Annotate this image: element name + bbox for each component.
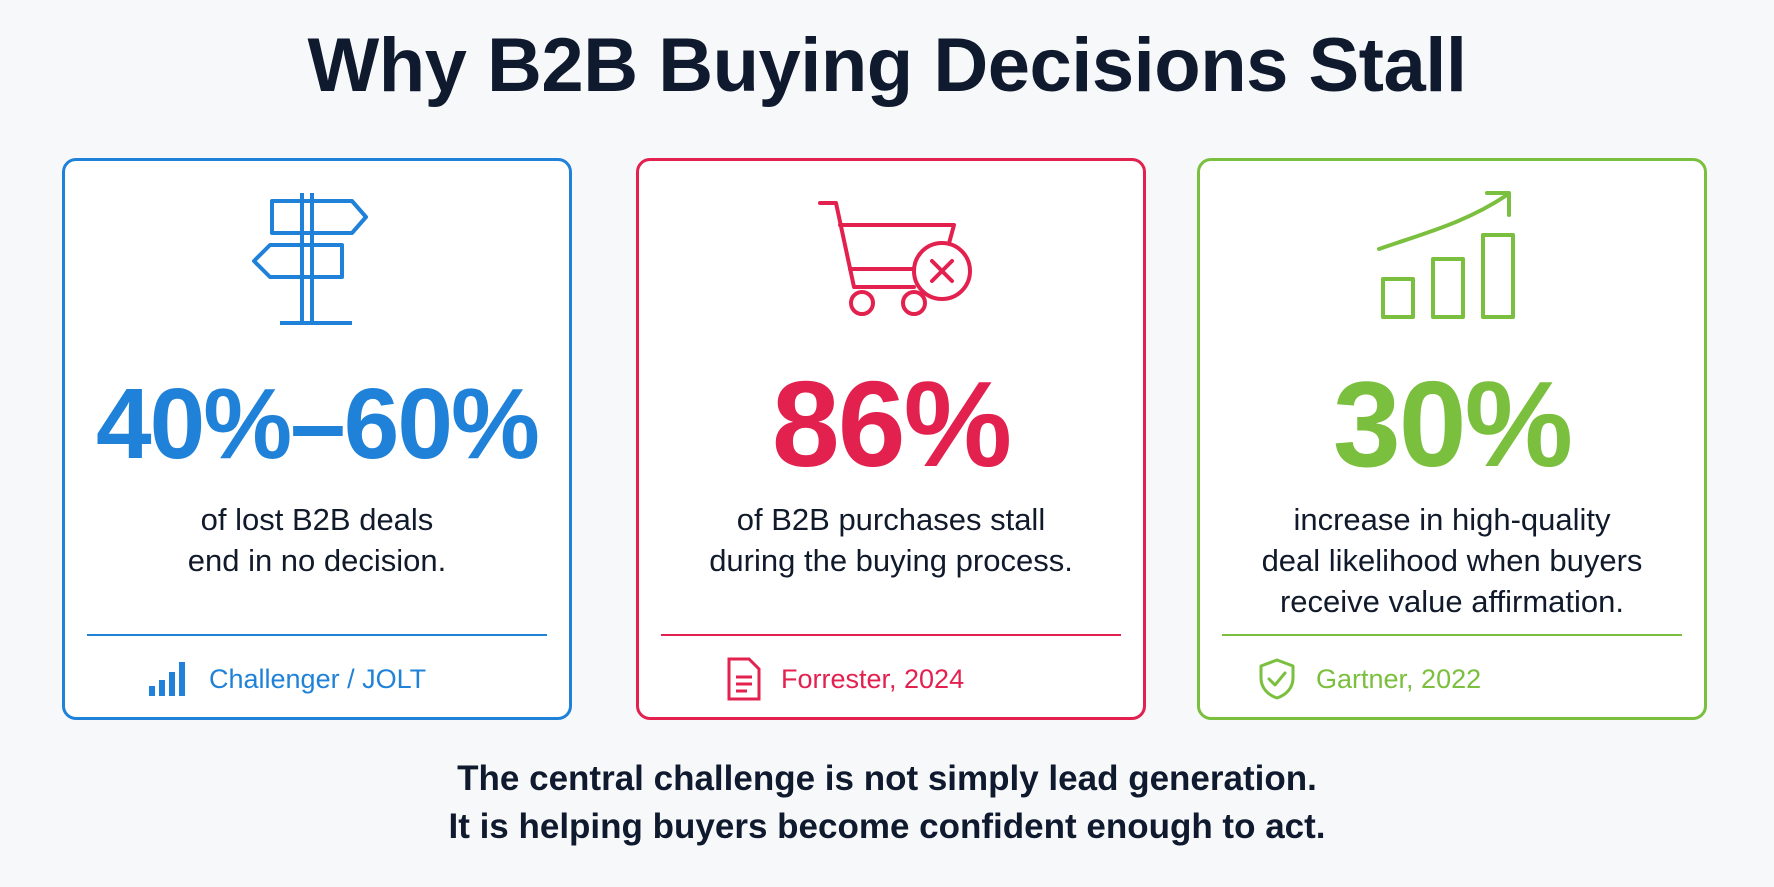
description-line: receive value affirmation.	[1279, 584, 1625, 619]
separator	[661, 634, 1121, 636]
stat-description: increase in high-quality deal likelihood…	[1200, 499, 1704, 622]
title: Why B2B Buying Decisions Stall	[307, 23, 1468, 108]
signpost-icon	[252, 193, 368, 325]
stat-card: 40%–60% of lost B2B deals end in no deci…	[62, 158, 572, 720]
stat-value: 86%	[771, 356, 1012, 492]
source: Challenger / JOLT	[149, 661, 426, 697]
source-text: Challenger / JOLT	[209, 663, 427, 694]
source: Gartner, 2022	[1258, 658, 1482, 700]
source-text: Gartner, 2022	[1316, 663, 1482, 694]
description-line: end in no decision.	[187, 543, 447, 578]
source: Forrester, 2024	[727, 657, 965, 701]
separator	[87, 634, 547, 636]
source-text: Forrester, 2024	[781, 663, 965, 694]
description-line: during the buying process.	[709, 543, 1073, 578]
footer-line: The central challenge is not simply lead…	[457, 759, 1317, 798]
bars-icon	[149, 662, 185, 696]
description-line: increase in high-quality	[1293, 502, 1611, 537]
document-icon	[727, 657, 761, 701]
cart-icon	[818, 201, 972, 316]
description-line: deal likelihood when buyers	[1261, 543, 1643, 578]
footer-line: It is helping buyers become confident en…	[448, 807, 1326, 846]
footer: The central challenge is not simply lead…	[0, 755, 1774, 851]
description-line: of lost B2B deals	[200, 502, 434, 537]
stat-card: 86% of B2B purchases stall during the bu…	[636, 158, 1146, 720]
stat-card: 30% increase in high-quality deal likeli…	[1197, 158, 1707, 720]
stat-description: of lost B2B deals end in no decision.	[65, 499, 569, 581]
stat-value: 40%–60%	[96, 368, 540, 480]
growth-icon	[1377, 191, 1515, 319]
separator	[1222, 634, 1682, 636]
stat-value: 30%	[1332, 356, 1573, 492]
description-line: of B2B purchases stall	[736, 502, 1046, 537]
stat-description: of B2B purchases stall during the buying…	[639, 499, 1143, 581]
shield-icon	[1259, 658, 1295, 700]
